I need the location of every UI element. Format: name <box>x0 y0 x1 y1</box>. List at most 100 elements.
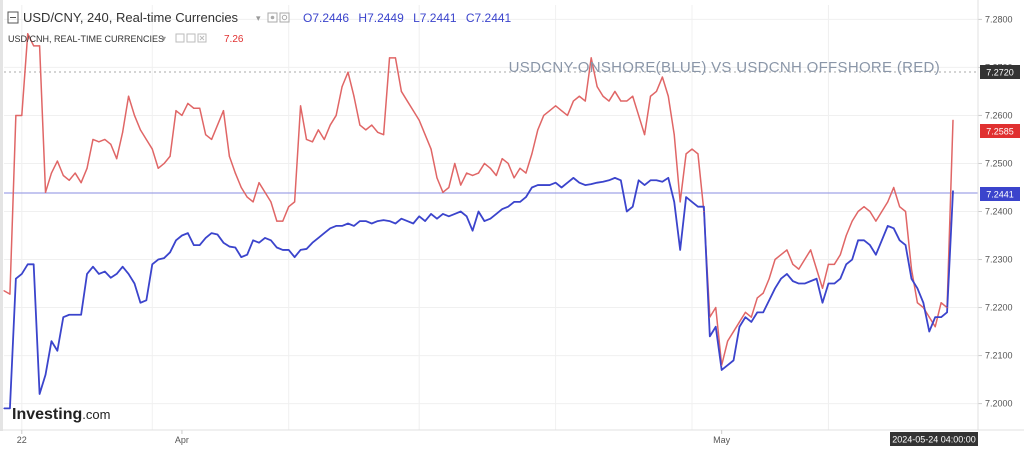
usdcnh-point <box>21 114 23 117</box>
usdcny-point <box>163 257 165 259</box>
usdcnh-point <box>537 129 539 131</box>
usdcnh-point <box>525 172 527 174</box>
usdcnh-point <box>750 316 752 318</box>
ohlc-open-value: 7.2446 <box>312 11 349 25</box>
usdcnh-point <box>572 100 575 102</box>
usdcnh-point <box>116 158 118 160</box>
usdcny-point <box>187 232 189 234</box>
usdcny-point <box>590 183 592 185</box>
time-axis-area[interactable] <box>0 431 1024 450</box>
usdcny-point <box>252 239 254 241</box>
usdcnh-point <box>228 155 230 157</box>
usdcny-point <box>810 280 812 282</box>
ohlc-low-label: L <box>413 11 420 25</box>
usdcnh-point <box>774 258 776 261</box>
usdcny-point <box>353 225 355 227</box>
legend-secondary[interactable]: USD/CNH, REAL-TIME CURRENCIES ▾ 7.26 <box>8 33 244 45</box>
price-badge-crosshair: 7.2720 <box>980 65 1020 79</box>
usdcny-point <box>341 225 343 227</box>
usdcny-point <box>780 278 782 280</box>
usdcnh-point <box>810 249 812 251</box>
secondary-dropdown-icon[interactable]: ▾ <box>162 34 166 43</box>
usdcnh-point <box>756 297 758 299</box>
usdcnh-point <box>27 33 29 35</box>
usdcnh-point <box>507 162 509 165</box>
usdcnh-point <box>940 302 942 304</box>
svg-text:7.2585: 7.2585 <box>986 127 1014 137</box>
usdcny-point <box>804 282 806 285</box>
usdcny-point <box>851 258 853 261</box>
time-axis-labels: 22 Apr May <box>17 430 731 445</box>
usdcny-point <box>519 201 521 203</box>
symbol-toggle-icon[interactable] <box>7 11 19 24</box>
usdcny-point <box>513 201 515 203</box>
usdcny-point <box>762 311 764 313</box>
usdcnh-point <box>632 95 634 97</box>
legend-main[interactable]: USD/CNY, 240, Real-time Currencies ▾ O7.… <box>7 10 512 25</box>
usdcnh-point <box>732 330 735 333</box>
usdcny-point <box>377 220 379 222</box>
usdcny-point <box>133 282 136 285</box>
ohlc-close-label: C <box>466 11 475 25</box>
usdcny-point <box>21 273 23 275</box>
usdcny-point <box>311 242 314 244</box>
usdcnh-point <box>899 206 901 208</box>
usdcny-point <box>33 263 35 265</box>
usdcny-point <box>127 273 130 275</box>
usdcny-point <box>477 210 480 213</box>
usdcny-point <box>887 225 889 227</box>
usdcny-point <box>246 254 248 256</box>
usdcnh-point <box>721 364 723 366</box>
usdcnh-point <box>578 95 580 97</box>
legend-action-icons[interactable] <box>267 12 290 23</box>
usdcnh-point <box>881 210 883 213</box>
usdcnh-point <box>792 263 794 265</box>
usdcnh-point <box>454 162 456 165</box>
usdcnh-point <box>703 210 705 213</box>
usdcnh-point <box>169 155 171 157</box>
usdcny-point <box>466 215 468 217</box>
usdcnh-point <box>388 57 391 59</box>
usdcny-point <box>697 206 699 208</box>
usdcny-point <box>44 374 47 376</box>
usdcnh-point <box>910 268 913 270</box>
usdcnh-point <box>851 220 853 222</box>
usdcny-point <box>205 237 207 239</box>
usdcny-point <box>626 210 628 213</box>
secondary-action-icons[interactable] <box>175 33 207 43</box>
chart-title: USDCNY-ONSHORE(BLUE) VS USDCNH OFFSHORE … <box>509 59 940 76</box>
main-symbol-dropdown-icon[interactable]: ▾ <box>256 14 261 24</box>
usdcnh-point <box>952 119 954 121</box>
usdcnh-point <box>786 249 788 251</box>
usdcnh-point <box>519 167 521 169</box>
axis-corner <box>979 431 1024 450</box>
usdcnh-point <box>442 191 444 193</box>
usdcny-point <box>774 287 776 289</box>
usdcny-point <box>602 181 604 183</box>
usdcny-point <box>62 316 64 318</box>
usdcnh-point <box>359 124 361 126</box>
usdcny-point <box>940 316 942 318</box>
usdcny-point <box>294 256 296 258</box>
usdcnh-point <box>620 100 622 102</box>
usdcny-point <box>572 177 575 179</box>
usdcnh-point <box>715 306 717 309</box>
usdcnh-point <box>904 210 907 213</box>
usdcnh-point <box>495 174 497 177</box>
usdcnh-point <box>104 138 106 141</box>
usdcny-point <box>56 350 58 352</box>
usdcny-point <box>608 179 610 181</box>
usdcny-point <box>418 215 420 217</box>
usdcnh-point <box>685 153 687 155</box>
usdcny-point <box>288 249 290 251</box>
usdcnh-point <box>9 293 11 295</box>
y-tick-label: 7.2500 <box>985 158 1013 168</box>
main-symbol-label: USD/CNY, 240, Real-time Currencies <box>23 10 239 25</box>
usdcnh-point <box>727 340 729 342</box>
usdcny-point <box>768 299 770 301</box>
usdcnh-point <box>566 114 569 117</box>
usdcny-point <box>383 219 385 221</box>
watermark-brand: Investing <box>12 406 82 423</box>
usdcny-point <box>80 314 82 316</box>
